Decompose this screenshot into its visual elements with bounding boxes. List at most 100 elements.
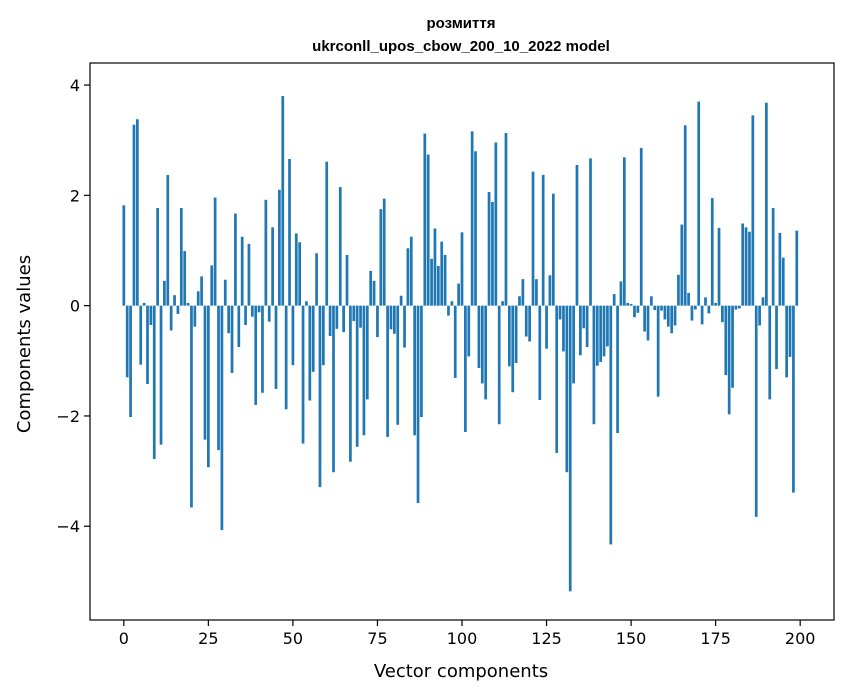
bar-component-143 (606, 305, 609, 347)
bar-component-134 (575, 165, 579, 306)
bar-component-137 (585, 305, 589, 348)
bar-component-178 (724, 305, 728, 376)
bar-component-65 (342, 305, 345, 333)
x-tick-label: 125 (531, 629, 562, 648)
bar-component-54 (305, 301, 308, 306)
bar-component-154 (643, 305, 646, 332)
y-tick-label: 0 (70, 297, 80, 316)
bar-component-16 (176, 305, 180, 314)
bar-component-23 (200, 276, 203, 306)
bar-component-61 (328, 305, 332, 336)
bar-component-72 (365, 305, 369, 400)
bar-component-193 (775, 305, 778, 370)
bar-component-11 (159, 305, 163, 445)
bar-component-42 (264, 199, 268, 306)
bar-component-86 (413, 305, 417, 436)
bar-component-38 (250, 305, 254, 317)
bar-component-135 (579, 305, 582, 356)
bars-group (122, 96, 799, 592)
bar-component-170 (697, 101, 701, 306)
bar-component-98 (453, 305, 457, 378)
bar-component-85 (409, 236, 413, 306)
bar-component-6 (142, 302, 146, 306)
bar-component-79 (389, 305, 393, 330)
bar-component-105 (477, 305, 481, 368)
bar-component-55 (308, 305, 312, 401)
bar-component-0 (122, 205, 126, 306)
bar-component-88 (420, 305, 423, 418)
bar-component-110 (494, 142, 498, 306)
bar-component-119 (524, 305, 528, 337)
bar-component-162 (670, 305, 674, 334)
bar-component-173 (707, 305, 711, 314)
bar-component-115 (511, 305, 515, 393)
bar-component-70 (359, 305, 362, 328)
chart-title-line-1: розмиття (427, 15, 496, 32)
bar-component-147 (619, 281, 623, 306)
bar-component-2 (129, 305, 132, 418)
bar-component-118 (521, 279, 525, 306)
bar-component-41 (261, 305, 264, 393)
bar-component-92 (433, 228, 437, 306)
bar-component-138 (589, 158, 592, 306)
bar-component-29 (220, 305, 224, 531)
bar-component-59 (321, 305, 325, 366)
bar-component-198 (792, 305, 795, 493)
bar-component-9 (152, 305, 156, 459)
x-tick-label: 0 (119, 629, 129, 648)
bar-component-152 (636, 305, 640, 313)
bar-component-56 (311, 305, 315, 372)
bar-component-167 (687, 292, 690, 306)
bar-component-19 (186, 302, 190, 306)
bar-component-174 (710, 198, 714, 306)
bar-component-62 (332, 305, 335, 473)
bar-component-27 (213, 197, 217, 306)
bar-component-182 (737, 305, 741, 309)
bar-component-142 (602, 305, 606, 357)
bar-component-153 (639, 147, 643, 306)
bar-component-125 (545, 305, 548, 349)
bar-component-36 (244, 305, 247, 325)
bar-component-187 (754, 305, 758, 517)
x-tick-label: 200 (785, 629, 816, 648)
bar-component-25 (207, 305, 210, 468)
bar-component-50 (291, 305, 295, 366)
bar-component-40 (257, 305, 261, 313)
bar-component-185 (748, 231, 751, 306)
bar-component-145 (612, 294, 616, 306)
bar-component-179 (727, 305, 731, 415)
bar-component-81 (396, 305, 400, 425)
bar-component-74 (372, 280, 376, 306)
bar-component-35 (240, 236, 244, 306)
bar-component-108 (487, 192, 491, 306)
bar-component-46 (278, 189, 281, 306)
bar-component-141 (599, 305, 603, 362)
bar-component-73 (369, 270, 373, 306)
bar-component-4 (135, 119, 139, 306)
bar-component-83 (403, 305, 406, 348)
bar-component-158 (656, 305, 660, 397)
bar-component-39 (254, 305, 258, 405)
bar-component-148 (622, 157, 626, 306)
bar-component-195 (781, 257, 785, 306)
bar-component-124 (541, 174, 545, 306)
bar-component-136 (582, 305, 586, 329)
bar-component-169 (693, 305, 697, 310)
bar-component-93 (436, 265, 440, 306)
bar-component-53 (301, 305, 305, 444)
bar-component-113 (504, 133, 508, 306)
x-axis-label: Vector components (374, 661, 548, 682)
bar-component-77 (382, 198, 386, 306)
bar-component-5 (139, 305, 143, 365)
bar-component-112 (501, 301, 504, 306)
bar-component-10 (156, 208, 159, 306)
bar-component-196 (785, 305, 789, 378)
bar-component-160 (663, 305, 667, 320)
bar-component-184 (744, 227, 748, 306)
bar-component-28 (217, 305, 220, 451)
bar-component-75 (376, 305, 379, 338)
bar-component-128 (555, 305, 559, 453)
bar-component-194 (778, 232, 782, 306)
